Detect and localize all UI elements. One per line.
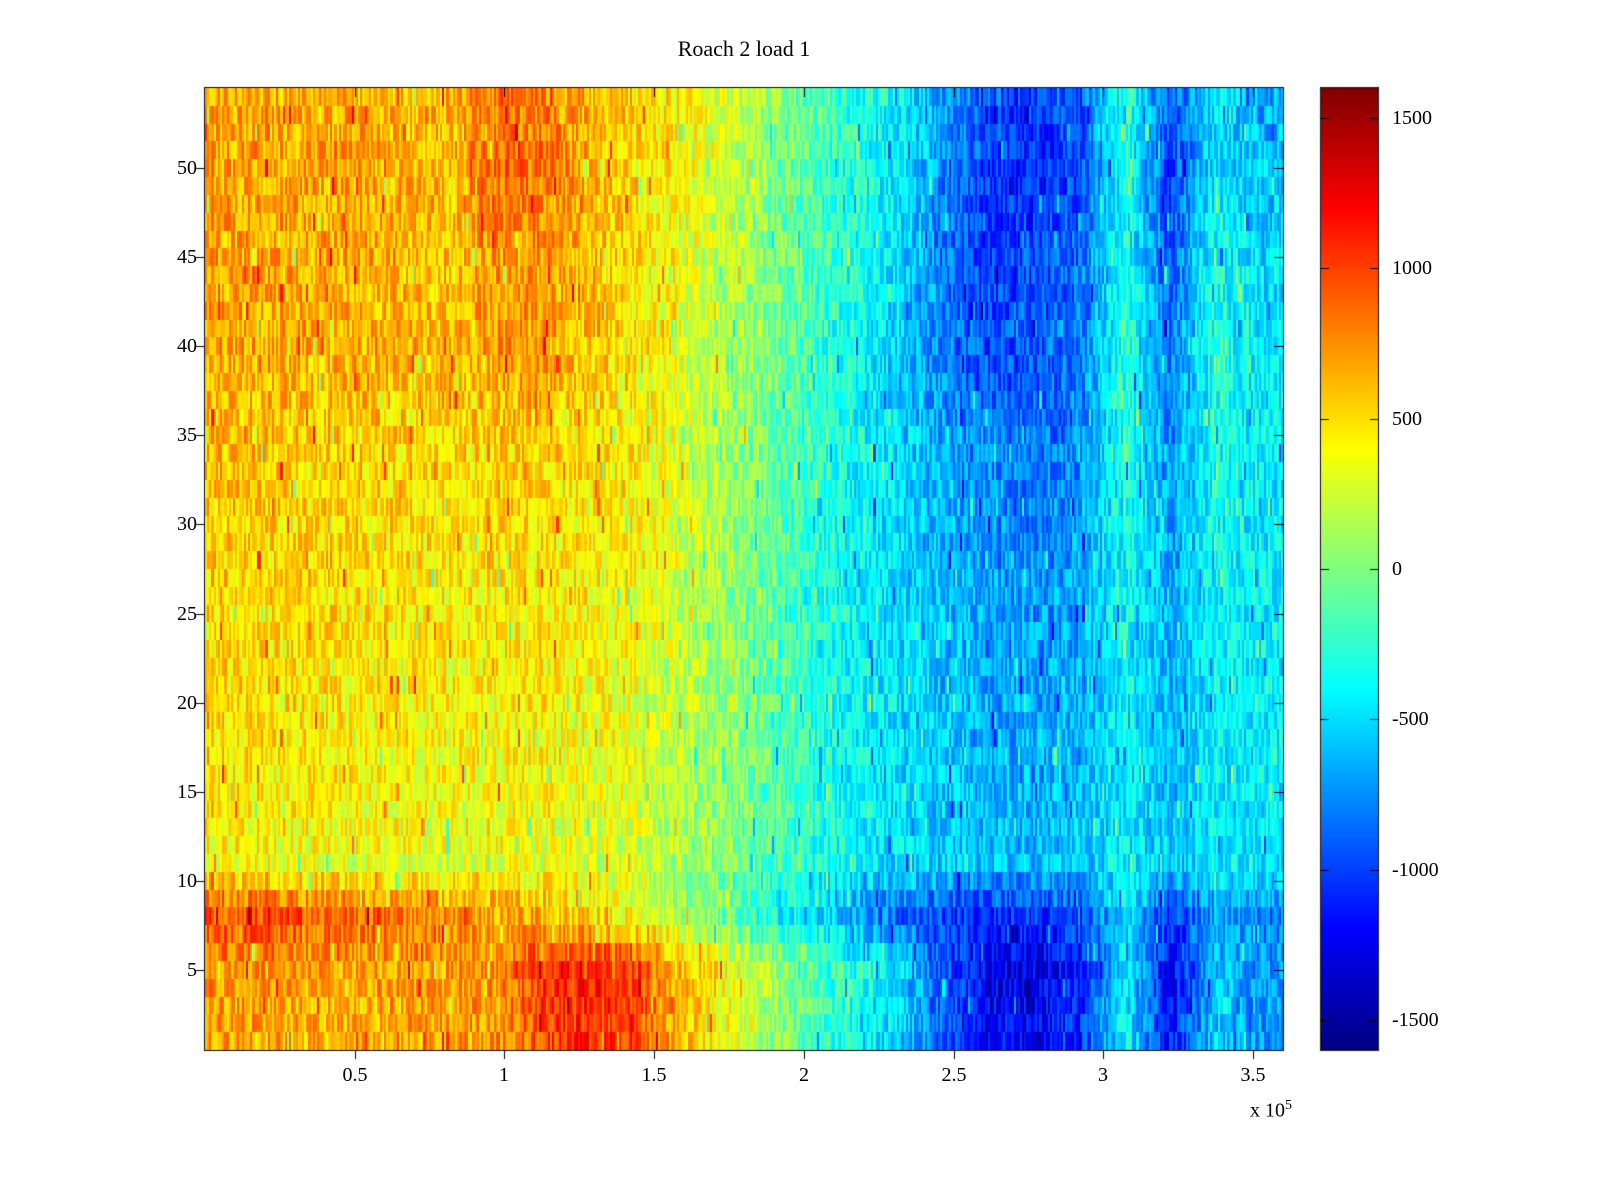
y-tick-label: 20: [177, 692, 197, 714]
y-tick-label: 15: [177, 781, 197, 803]
chart-title: Roach 2 load 1: [677, 36, 811, 61]
colorbar-canvas: [1321, 88, 1378, 1050]
y-tick-label: 40: [177, 335, 197, 357]
x-tick-label: 2: [799, 1064, 809, 1086]
colorbar-tick-label: 1500: [1392, 107, 1432, 129]
x-tick-label: 3: [1098, 1064, 1108, 1086]
colorbar-tick-label: -1000: [1392, 859, 1439, 881]
colorbar-tick-label: -1500: [1392, 1009, 1439, 1031]
colorbar-tick-label: 1000: [1392, 257, 1432, 279]
x-axis-exponent-value: 5: [1285, 1098, 1292, 1113]
x-tick-label: 2.5: [941, 1064, 967, 1086]
colorbar-tick-label: 500: [1392, 408, 1422, 430]
x-tick-label: 3.5: [1240, 1064, 1266, 1086]
y-tick-label: 30: [177, 513, 197, 535]
y-tick-label: 45: [177, 246, 197, 268]
y-tick-label: 10: [177, 870, 197, 892]
colorbar-tick-label: 0: [1392, 558, 1402, 580]
x-tick-label: 0.5: [342, 1064, 368, 1086]
y-tick-label: 35: [177, 424, 197, 446]
x-tick-label: 1: [499, 1064, 509, 1086]
y-tick-label: 50: [177, 157, 197, 179]
x-axis-exponent-prefix: x 10: [1250, 1099, 1285, 1122]
x-tick-label: 1.5: [641, 1064, 667, 1086]
y-tick-label: 5: [187, 959, 197, 981]
x-axis-exponent-label: x 105: [1180, 1098, 1292, 1123]
colorbar-tick-label: -500: [1392, 708, 1429, 730]
heatmap-canvas: [205, 88, 1283, 1050]
y-tick-label: 25: [177, 603, 197, 625]
